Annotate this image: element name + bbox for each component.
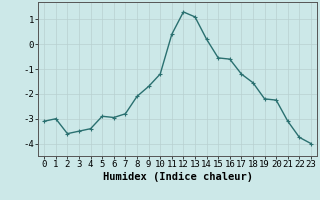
X-axis label: Humidex (Indice chaleur): Humidex (Indice chaleur) [103,172,252,182]
